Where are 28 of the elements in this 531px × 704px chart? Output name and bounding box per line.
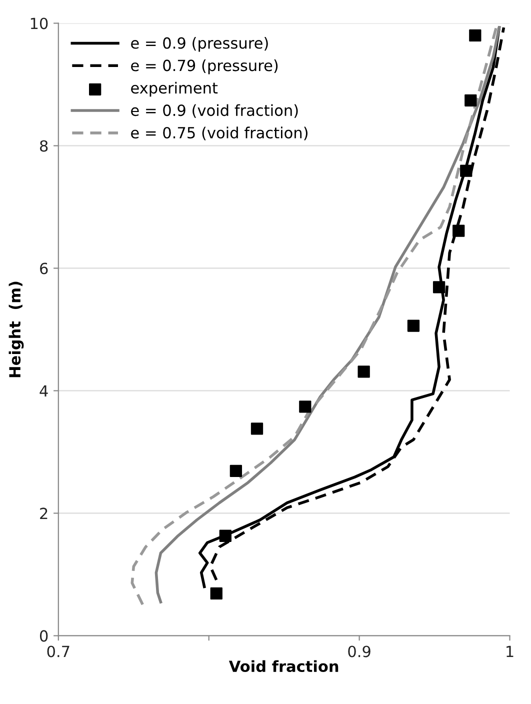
- x-axis-title: Void fraction: [228, 660, 338, 672]
- y-tick-label: 0: [40, 630, 48, 642]
- legend-label: e = 0.79 (pressure): [131, 59, 278, 74]
- x-tick-label: 0.7: [47, 646, 70, 658]
- y-tick-label: 2: [40, 508, 48, 520]
- point: [219, 530, 232, 542]
- point: [358, 366, 370, 378]
- y-tick-label: 4: [40, 385, 48, 397]
- y-tick-label: 8: [40, 140, 48, 152]
- point: [230, 464, 242, 478]
- legend-label: e = 0.9 (void fraction): [131, 104, 298, 118]
- legend-label: e = 0.75 (void fraction): [131, 126, 308, 140]
- point: [469, 29, 482, 42]
- point: [460, 164, 472, 177]
- point: [250, 422, 264, 435]
- y-tick-label: 10: [30, 18, 48, 30]
- point: [210, 587, 222, 600]
- y-axis-title: Height (m): [8, 282, 24, 378]
- legend-label: experiment: [131, 82, 218, 97]
- point: [432, 281, 446, 294]
- legend-label: e = 0.9 (pressure): [131, 37, 268, 52]
- x-tick-label: 1: [506, 646, 514, 658]
- point: [452, 224, 465, 237]
- x-tick-label: 0.9: [348, 646, 370, 658]
- y-tick-label: 6: [40, 262, 48, 274]
- point: [464, 94, 477, 106]
- point: [407, 320, 420, 332]
- point: [299, 400, 312, 413]
